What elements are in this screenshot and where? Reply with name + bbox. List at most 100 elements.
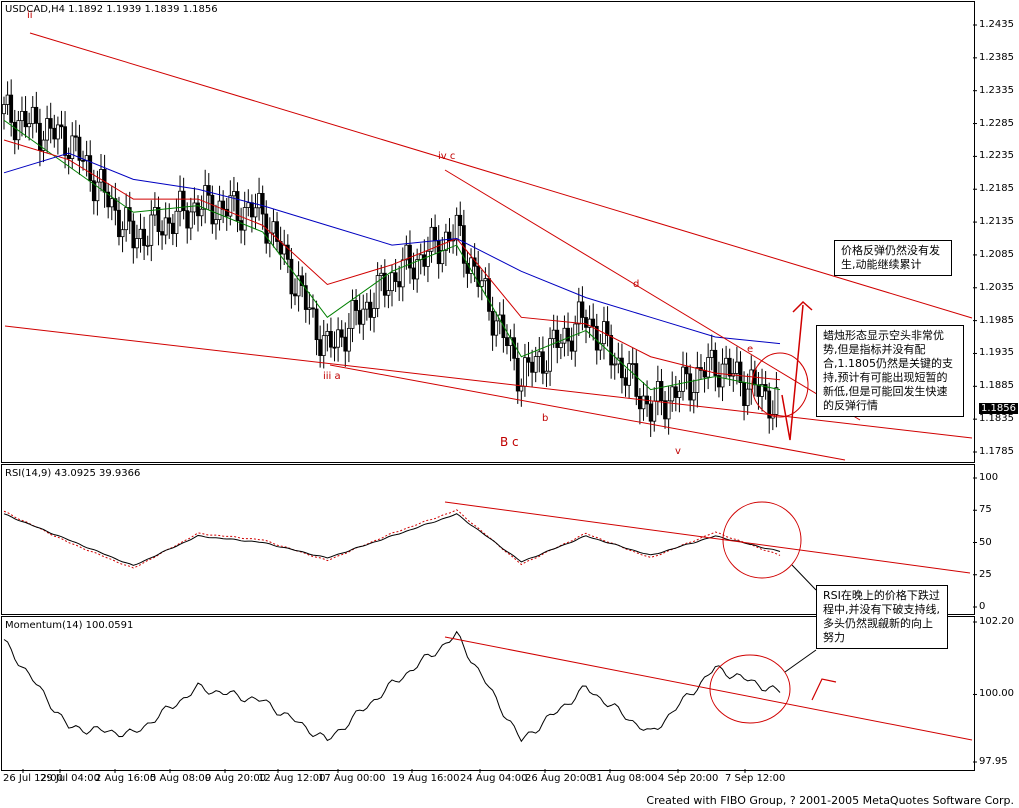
candle-body xyxy=(670,386,675,402)
candle-body xyxy=(681,366,685,392)
candle-body xyxy=(720,363,725,388)
candle-body xyxy=(659,381,664,402)
candle-body xyxy=(655,381,660,402)
candle-body xyxy=(350,299,355,329)
candle-body xyxy=(461,225,466,264)
candle-body xyxy=(433,226,438,242)
candle-body xyxy=(386,290,391,296)
candle-body xyxy=(702,369,707,378)
candle-body xyxy=(214,219,218,225)
candle-body xyxy=(558,342,563,348)
candle-body xyxy=(537,351,542,357)
candle-body xyxy=(12,121,17,141)
candle-body xyxy=(196,202,200,217)
candle-body xyxy=(293,293,297,297)
candle-body xyxy=(235,191,240,221)
price-tick-label: 1.1835 xyxy=(979,413,1014,425)
date-tick-label: 26 Jul 12:00 xyxy=(3,773,63,784)
candle-body xyxy=(361,308,366,325)
current-price-label: 1.1856 xyxy=(979,403,1018,414)
wave-label-e: e xyxy=(747,344,754,355)
note-candles: 蜡烛形态显示空头非常优势,但是指标并没有配合,1.1805仍然是关键的支持,预计… xyxy=(816,325,964,417)
candle-body xyxy=(382,272,387,296)
momentum-tick-label: 102.20 xyxy=(979,616,1014,627)
price-tick-label: 1.1935 xyxy=(979,347,1014,359)
candle-body xyxy=(677,390,682,398)
candle-body xyxy=(318,339,323,356)
candle-body xyxy=(253,207,258,218)
candle-body xyxy=(652,400,657,422)
candle-body xyxy=(648,403,653,422)
price-tick-label: 1.2035 xyxy=(979,281,1014,293)
trendline-inner xyxy=(444,169,861,421)
candle-body xyxy=(530,361,535,373)
candle-body xyxy=(443,231,448,251)
candle-body xyxy=(325,330,330,337)
candle-body xyxy=(440,250,445,265)
candle-body xyxy=(505,337,509,347)
wave-label-iii-a: iii a xyxy=(323,371,341,382)
candle-body xyxy=(738,361,743,383)
candle-body xyxy=(163,217,168,236)
note-momentum: 价格反弹仍然没有发生,动能继续累计 xyxy=(834,240,952,276)
candle-body xyxy=(156,207,161,232)
candle-body xyxy=(576,301,581,325)
candle-body xyxy=(580,301,585,318)
candle-body xyxy=(257,193,261,209)
candle-body xyxy=(555,329,560,348)
rsi-tick-label: 100 xyxy=(979,472,999,483)
date-tick-label: 26 Aug 20:00 xyxy=(525,773,593,784)
candle-body xyxy=(152,207,157,216)
candle-body xyxy=(519,385,524,392)
candle-body xyxy=(569,340,574,352)
candle-body xyxy=(296,275,301,297)
price-tick-label: 1.1885 xyxy=(979,380,1014,392)
momentum-trendline xyxy=(444,636,973,741)
candle-body xyxy=(307,307,312,310)
candle-body xyxy=(188,211,193,229)
candle-body xyxy=(426,250,430,267)
candle-body xyxy=(249,202,254,218)
candle-body xyxy=(663,400,667,420)
candle-body xyxy=(774,387,779,415)
candle-body xyxy=(494,320,499,336)
candle-body xyxy=(113,198,118,211)
candle-body xyxy=(487,278,491,312)
candle-body xyxy=(138,228,143,239)
candle-body xyxy=(584,317,588,328)
candle-body xyxy=(411,267,416,280)
candle-body xyxy=(246,202,251,208)
candle-body xyxy=(149,214,154,246)
candle-body xyxy=(587,318,592,328)
candle-body xyxy=(637,396,642,410)
candle-body xyxy=(742,382,746,406)
candle-body xyxy=(206,185,211,196)
candle-body xyxy=(239,220,244,231)
candle-body xyxy=(745,388,750,406)
candle-body xyxy=(73,135,78,138)
momentum-panel xyxy=(1,616,975,771)
candle-body xyxy=(540,351,545,374)
wave-label-B-c: B c xyxy=(500,435,519,449)
candle-body xyxy=(724,357,729,365)
date-tick-label: 31 Aug 08:00 xyxy=(590,773,658,784)
momentum-tick-label: 100.00 xyxy=(979,688,1014,700)
candle-body xyxy=(41,139,46,151)
wave-label-d: d xyxy=(633,279,640,290)
candle-body xyxy=(185,210,190,229)
price-tick-label: 1.2135 xyxy=(979,216,1014,228)
candle-body xyxy=(400,259,405,288)
candle-body xyxy=(526,357,531,363)
candle-body xyxy=(706,357,711,378)
candle-body xyxy=(52,127,57,140)
candle-body xyxy=(66,155,71,159)
candle-body xyxy=(422,254,427,267)
candle-body xyxy=(634,363,639,397)
candle-body xyxy=(59,124,64,128)
candle-body xyxy=(469,257,473,274)
candle-body xyxy=(533,356,538,373)
candle-body xyxy=(109,198,114,208)
candle-body xyxy=(390,272,394,292)
candle-body xyxy=(688,373,693,401)
candle-body xyxy=(203,185,208,210)
